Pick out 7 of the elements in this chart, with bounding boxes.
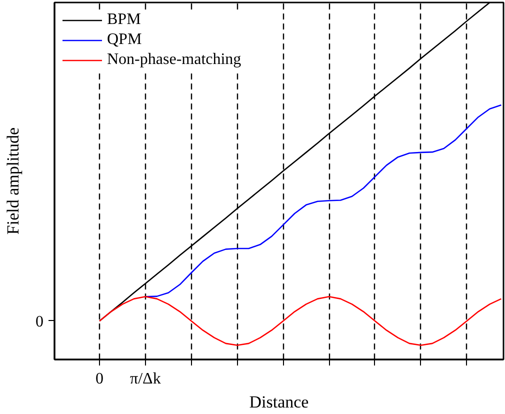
text: 0 bbox=[36, 313, 44, 330]
legend-label: QPM bbox=[107, 31, 142, 49]
y-axis-title: Field amplitude bbox=[4, 127, 22, 235]
legend-label: BPM bbox=[107, 11, 141, 29]
legend-label: Non-phase-matching bbox=[107, 51, 242, 69]
x-axis-title: Distance bbox=[249, 392, 309, 412]
x-tick-label: π/Δk bbox=[130, 370, 161, 388]
